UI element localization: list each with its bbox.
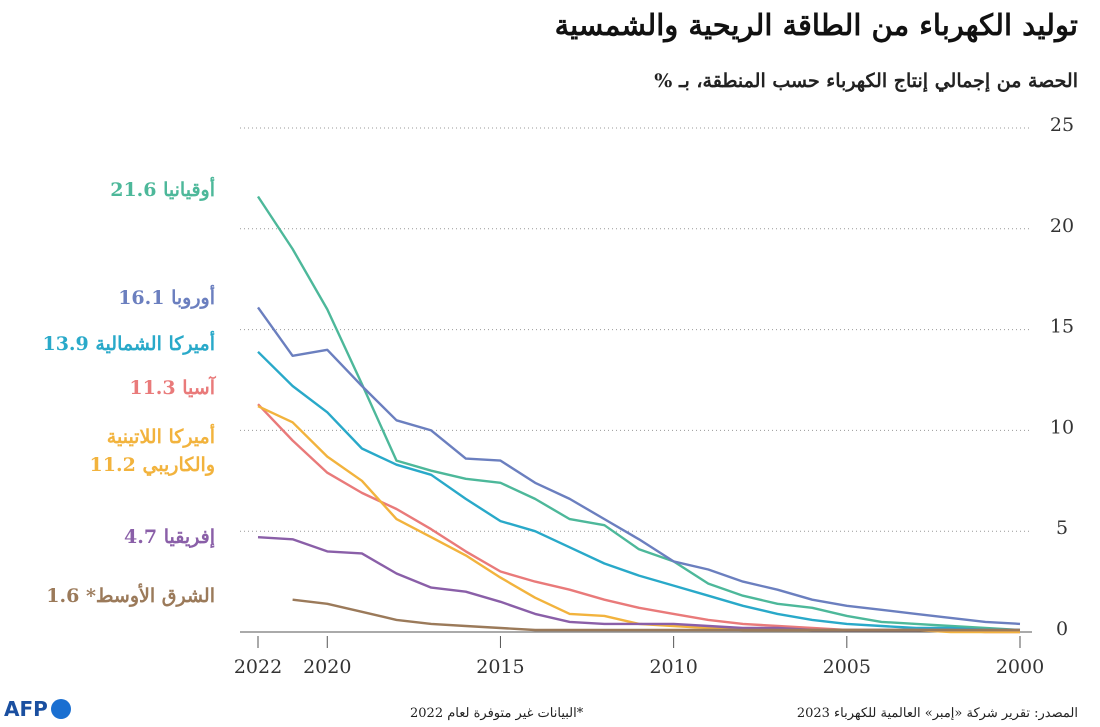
legend-name: الشرق الأوسط* bbox=[85, 585, 215, 607]
series-line bbox=[257, 405, 1020, 634]
series-label: أوروبا 16.1 bbox=[118, 284, 215, 312]
series-label: الشرق الأوسط* 1.6 bbox=[46, 582, 215, 610]
value-label: 1.6 bbox=[46, 585, 80, 607]
legend-name: أميركا اللاتينية والكاريبي bbox=[106, 426, 215, 476]
legend-name: أميركا الشمالية bbox=[95, 333, 215, 355]
value-label: 13.9 bbox=[42, 333, 89, 355]
series-label: أميركا اللاتينية والكاريبي 11.2 bbox=[30, 423, 215, 479]
logo-text: AFP bbox=[4, 697, 48, 721]
y-tick-label: 5 bbox=[1056, 517, 1068, 539]
value-label: 11.2 bbox=[89, 454, 136, 476]
x-tick-label: 2015 bbox=[476, 656, 524, 678]
legend-name: أوقيانيا bbox=[163, 179, 215, 201]
chart-subtitle: الحصة من إجمالي إنتاج الكهرباء حسب المنط… bbox=[654, 70, 1078, 92]
logo: AFP bbox=[4, 697, 71, 721]
x-tick-label: 2005 bbox=[823, 656, 871, 678]
series-line bbox=[256, 195, 1021, 632]
value-label: 21.6 bbox=[110, 179, 157, 201]
chart-title: توليد الكهرباء من الطاقة الريحية والشمسي… bbox=[554, 8, 1078, 42]
series-line bbox=[257, 350, 1020, 632]
series-line bbox=[292, 598, 1020, 632]
legend-name: أوروبا bbox=[171, 287, 215, 309]
x-tick-label: 2020 bbox=[303, 656, 351, 678]
y-tick-label: 15 bbox=[1050, 316, 1074, 338]
y-tick-label: 25 bbox=[1050, 114, 1074, 136]
value-label: 16.1 bbox=[118, 287, 165, 309]
x-tick-label: 2022 bbox=[234, 656, 282, 678]
note: *البيانات غير متوفرة لعام 2022 bbox=[410, 706, 584, 721]
value-label: 11.3 bbox=[129, 377, 176, 399]
y-tick-label: 20 bbox=[1050, 215, 1074, 237]
x-tick-label: 2000 bbox=[996, 656, 1044, 678]
series-label: آسيا 11.3 bbox=[129, 374, 215, 402]
series-line bbox=[257, 536, 1020, 632]
x-tick-label: 2010 bbox=[649, 656, 697, 678]
source: المصدر: تقرير شركة «إمبر» العالمية للكهر… bbox=[796, 706, 1078, 721]
legend-name: آسيا bbox=[182, 377, 215, 399]
series-label: أميركا الشمالية 13.9 bbox=[42, 330, 215, 358]
y-tick-label: 10 bbox=[1050, 416, 1074, 438]
series-label: أوقيانيا 21.6 bbox=[110, 176, 215, 204]
value-label: 4.7 bbox=[124, 526, 158, 548]
series-line bbox=[257, 403, 1020, 634]
legend-name: إفريقيا bbox=[163, 526, 215, 548]
series-label: إفريقيا 4.7 bbox=[124, 523, 215, 551]
series-line bbox=[257, 306, 1021, 626]
y-tick-label: 0 bbox=[1056, 618, 1068, 640]
